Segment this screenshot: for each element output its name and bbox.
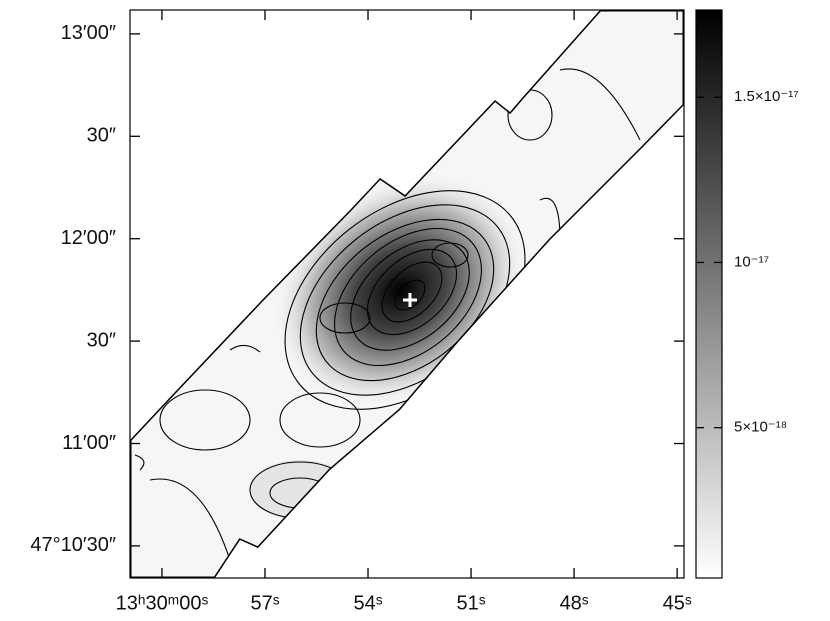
- x-tick-label: 51ˢ: [457, 592, 486, 614]
- y-tick-label: 30″: [87, 125, 116, 147]
- colorbar-tick-label: 1.5×10⁻¹⁷: [734, 88, 799, 105]
- y-tick-label: 13′00″: [61, 22, 116, 44]
- x-tick-label: 57ˢ: [250, 592, 279, 614]
- colorbar-tick-label: 10⁻¹⁷: [734, 253, 769, 270]
- source-marker: [403, 293, 417, 307]
- colorbar-tick-label: 5×10⁻¹⁸: [734, 419, 787, 436]
- x-tick-label: 45ˢ: [663, 592, 692, 614]
- colorbar: [695, 9, 723, 579]
- x-tick-label: 54ˢ: [353, 592, 382, 614]
- y-tick-label: 12′00″: [61, 227, 116, 249]
- strip-edge: [130, 10, 684, 578]
- x-tick-label: 48ˢ: [560, 592, 589, 614]
- x-tick-label: 13ʰ30ᵐ00ˢ: [116, 592, 209, 614]
- y-tick-label: 11′00″: [62, 432, 116, 454]
- y-tick-label: 47°10′30″: [30, 534, 116, 556]
- y-tick-label: 30″: [87, 329, 116, 351]
- contours: [134, 68, 641, 561]
